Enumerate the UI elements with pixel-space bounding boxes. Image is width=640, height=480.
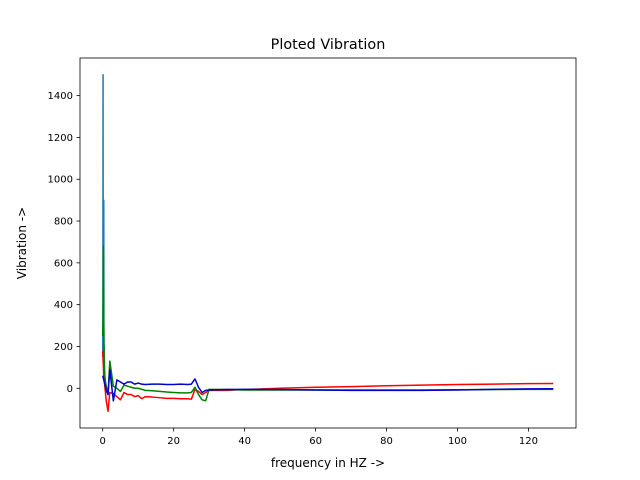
y-axis-ticks: 0 200 400 600 800 1000 1200 1400 (48, 91, 80, 395)
x-tick-label: 80 (380, 436, 393, 447)
y-axis-label: Vibration -> (15, 207, 29, 279)
chart-title: Ploted Vibration (271, 37, 386, 53)
x-tick-label: 100 (448, 436, 467, 447)
x-tick-label: 40 (238, 436, 251, 447)
y-tick-label: 600 (54, 258, 73, 269)
y-tick-label: 0 (67, 384, 73, 395)
y-tick-label: 200 (54, 342, 73, 353)
y-tick-label: 800 (54, 217, 73, 228)
x-tick-label: 120 (519, 436, 538, 447)
series-line-4 (101, 368, 554, 402)
y-tick-label: 1000 (48, 175, 73, 186)
x-tick-label: 20 (167, 436, 180, 447)
y-tick-label: 1200 (48, 133, 73, 144)
y-tick-label: 400 (54, 300, 73, 311)
plot-frame (79, 57, 577, 429)
x-tick-label: 0 (100, 436, 106, 447)
x-tick-label: 60 (309, 436, 322, 447)
x-axis-ticks: 0 20 40 60 80 100 120 (100, 428, 538, 447)
plot-lines (101, 73, 554, 413)
x-axis-label: frequency in HZ -> (271, 456, 385, 470)
y-tick-label: 1400 (48, 91, 73, 102)
